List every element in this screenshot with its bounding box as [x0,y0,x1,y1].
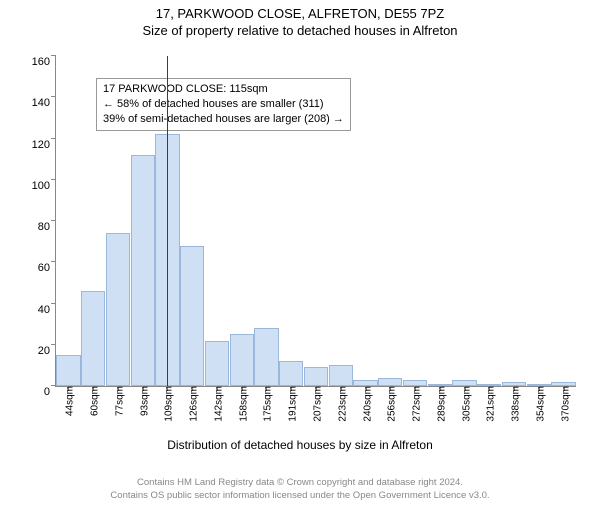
y-tick-mark [51,179,56,180]
x-tick-label: 109sqm [160,386,175,422]
chart-title-sub: Size of property relative to detached ho… [0,23,600,38]
y-tick-mark [51,55,56,56]
y-tick-label: 100 [32,180,56,192]
x-tick-label: 305sqm [457,386,472,422]
histogram-bar [279,361,303,386]
x-tick-label: 223sqm [333,386,348,422]
y-tick-label: 80 [38,221,56,233]
x-tick-label: 44sqm [61,386,76,416]
x-tick-label: 60sqm [86,386,101,416]
y-tick-label: 60 [38,262,56,274]
annotation-line-2: ← 58% of detached houses are smaller (31… [103,97,344,112]
y-tick-mark [51,303,56,304]
x-tick-label: 240sqm [358,386,373,422]
x-tick-label: 338sqm [507,386,522,422]
x-tick-label: 158sqm [234,386,249,422]
x-tick-label: 93sqm [135,386,150,416]
y-tick-label: 160 [32,56,56,68]
y-tick-mark [51,344,56,345]
x-tick-label: 370sqm [556,386,571,422]
x-axis-label: Distribution of detached houses by size … [0,438,600,452]
x-tick-label: 272sqm [408,386,423,422]
histogram-bar [230,334,254,386]
x-tick-label: 126sqm [185,386,200,422]
x-tick-label: 77sqm [110,386,125,416]
y-tick-label: 40 [38,304,56,316]
histogram-bar [329,365,353,386]
histogram-bar [106,233,130,386]
y-tick-mark [51,261,56,262]
x-tick-label: 354sqm [531,386,546,422]
histogram-bar [131,155,155,386]
x-tick-label: 191sqm [284,386,299,422]
histogram-bar [254,328,278,386]
x-tick-label: 321sqm [482,386,497,422]
histogram-bar [378,378,402,386]
annotation-box: 17 PARKWOOD CLOSE: 115sqm ← 58% of detac… [96,78,351,131]
footer-attribution: Contains HM Land Registry data © Crown c… [0,477,600,502]
histogram-bar [304,367,328,386]
y-tick-label: 20 [38,345,56,357]
annotation-line-1: 17 PARKWOOD CLOSE: 115sqm [103,82,344,97]
chart-title-main: 17, PARKWOOD CLOSE, ALFRETON, DE55 7PZ [0,6,600,21]
chart-container: Number of detached properties 17 PARKWOO… [0,46,600,446]
histogram-bar [81,291,105,386]
footer-line-1: Contains HM Land Registry data © Crown c… [0,477,600,489]
histogram-bar [180,246,204,386]
footer-line-2: Contains OS public sector information li… [0,490,600,502]
histogram-bar [56,355,80,386]
histogram-bar [205,341,229,386]
x-tick-label: 175sqm [259,386,274,422]
x-tick-label: 256sqm [383,386,398,422]
reference-line [167,56,168,386]
x-tick-label: 289sqm [432,386,447,422]
plot-area: 17 PARKWOOD CLOSE: 115sqm ← 58% of detac… [55,56,576,387]
y-tick-mark [51,220,56,221]
y-tick-mark [51,96,56,97]
y-tick-mark [51,138,56,139]
y-tick-label: 120 [32,139,56,151]
annotation-line-3: 39% of semi-detached houses are larger (… [103,112,344,127]
x-tick-label: 142sqm [209,386,224,422]
x-tick-label: 207sqm [309,386,324,422]
y-tick-label: 0 [44,386,56,398]
y-tick-label: 140 [32,97,56,109]
